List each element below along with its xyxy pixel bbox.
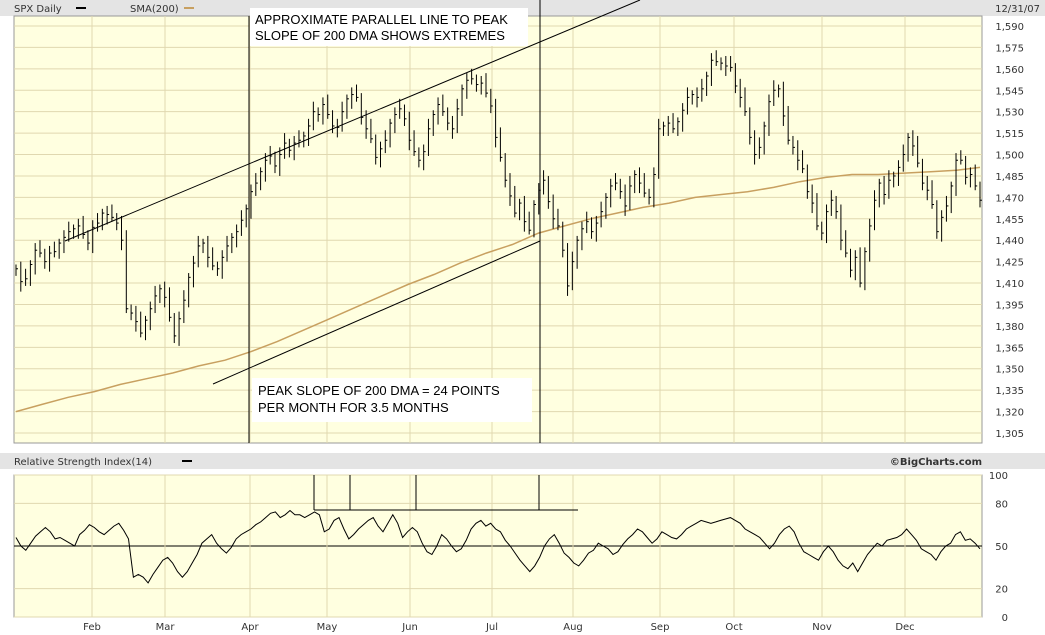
upper-parallel-line xyxy=(64,0,641,242)
month-label: Jul xyxy=(485,622,498,633)
month-label: Dec xyxy=(895,622,914,633)
rsi-label: Relative Strength Index(14) xyxy=(14,457,152,468)
rsi-tick-label: 80 xyxy=(995,499,1008,510)
month-label: Feb xyxy=(83,622,101,633)
rsi-line xyxy=(15,509,981,584)
price-tick-label: 1,335 xyxy=(995,386,1024,397)
rsi-grid xyxy=(14,474,982,618)
price-tick-label: 1,440 xyxy=(995,236,1024,247)
price-tick-label: 1,365 xyxy=(995,343,1024,354)
price-tick-label: 1,425 xyxy=(995,258,1024,269)
price-tick-label: 1,380 xyxy=(995,322,1024,333)
top-annotation-line1: APPROXIMATE PARALLEL LINE TO PEAK xyxy=(255,12,508,27)
month-label: Aug xyxy=(563,622,583,633)
annotation-lines xyxy=(64,0,641,443)
price-axis-ticks: 1,305 1,320 1,335 1,350 1,365 1,380 1,395 1,410… xyxy=(995,22,1024,440)
price-tick-label: 1,395 xyxy=(995,300,1024,311)
rsi-axis-ticks: 0 20 50 80 100 xyxy=(989,471,1008,624)
price-tick-label: 1,485 xyxy=(995,172,1024,183)
price-tick-label: 1,545 xyxy=(995,86,1024,97)
rsi-series xyxy=(15,509,981,584)
bottom-annotation-line1: PEAK SLOPE OF 200 DMA = 24 POINTS xyxy=(258,383,500,398)
price-tick-label: 1,560 xyxy=(995,65,1024,76)
top-annotation-line2: SLOPE OF 200 DMA SHOWS EXTREMES xyxy=(255,28,505,43)
date-label: 12/31/07 xyxy=(995,4,1040,15)
price-tick-label: 1,500 xyxy=(995,151,1024,162)
sma-label: SMA(200) xyxy=(130,4,179,15)
price-series xyxy=(15,50,982,346)
price-tick-label: 1,530 xyxy=(995,108,1024,119)
rsi-annotation-lines xyxy=(313,475,578,511)
month-label: Oct xyxy=(725,622,742,633)
price-tick-label: 1,305 xyxy=(995,429,1024,440)
price-tick-label: 1,320 xyxy=(995,408,1024,419)
price-tick-label: 1,350 xyxy=(995,365,1024,376)
bigcharts-watermark: ©BigCharts.com xyxy=(890,457,982,468)
lower-slope-line xyxy=(212,240,541,385)
price-grid xyxy=(14,16,982,443)
month-label: Sep xyxy=(651,622,670,633)
price-tick-label: 1,410 xyxy=(995,279,1024,290)
month-axis: Feb Mar Apr May Jun Jul Aug Sep Oct Nov Dec xyxy=(83,622,915,633)
price-tick-label: 1,515 xyxy=(995,129,1024,140)
bottom-annotation-box xyxy=(252,378,532,422)
price-tick-label: 1,455 xyxy=(995,215,1024,226)
month-label: Mar xyxy=(156,622,176,633)
price-tick-label: 1,575 xyxy=(995,43,1024,54)
sma-series xyxy=(15,166,981,413)
rsi-panel-header xyxy=(0,453,1045,469)
price-tick-label: 1,470 xyxy=(995,193,1024,204)
rsi-tick-label: 0 xyxy=(1002,613,1008,624)
rsi-tick-label: 100 xyxy=(989,471,1008,482)
bottom-annotation-line2: PER MONTH FOR 3.5 MONTHS xyxy=(258,400,449,415)
rsi-tick-label: 50 xyxy=(995,542,1008,553)
month-label: May xyxy=(317,622,338,633)
rsi-tick-label: 20 xyxy=(995,585,1008,596)
sma-line xyxy=(15,166,981,413)
symbol-label: SPX Daily xyxy=(14,4,62,15)
price-tick-label: 1,590 xyxy=(995,22,1024,33)
top-annotation-box xyxy=(250,8,528,46)
month-label: Nov xyxy=(812,622,832,633)
month-label: Jun xyxy=(401,622,418,633)
month-label: Apr xyxy=(241,622,259,633)
